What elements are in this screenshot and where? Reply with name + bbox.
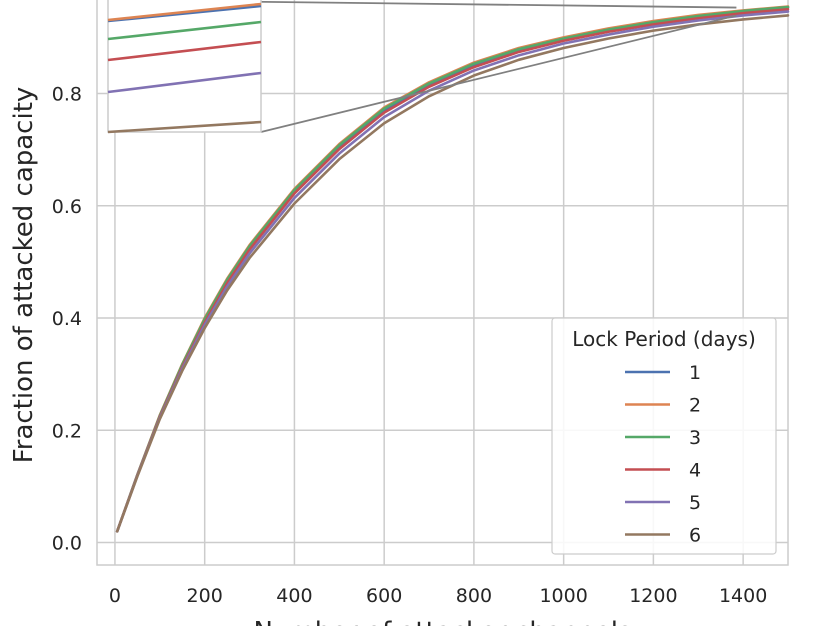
x-tick-label: 200	[187, 585, 223, 607]
y-tick-label: 0.0	[52, 533, 82, 555]
legend-label-6: 6	[689, 525, 701, 547]
series-layer	[115, 5, 790, 533]
y-tick-labels: 0.00.20.40.60.81.0	[52, 83, 82, 555]
inset-series-line-4	[107, 40, 262, 62]
legend-items: 1 2 3 4 5 6	[625, 362, 701, 547]
legend-label-3: 3	[689, 427, 701, 449]
zoom-inset	[107, 0, 262, 134]
x-tick-label: 1000	[539, 585, 587, 607]
legend-label-5: 5	[689, 492, 701, 514]
y-tick-label: 0.8	[52, 83, 82, 105]
x-tick-labels: 0 200 400 600 800 1000 1200 1400	[109, 585, 767, 607]
y-tick-label: 0.4	[52, 308, 82, 330]
plot-frame	[96, 0, 789, 566]
x-tick-label: 800	[456, 585, 492, 607]
x-tick-label: 1400	[719, 585, 767, 607]
inset-series-line-3	[107, 20, 262, 41]
legend-label-1: 1	[689, 362, 701, 384]
inset-series-line-2	[107, 2, 262, 22]
x-tick-label: 400	[276, 585, 312, 607]
x-tick-label: 1200	[629, 585, 677, 607]
legend-label-2: 2	[689, 395, 701, 417]
legend-label-4: 4	[689, 460, 701, 482]
inset-series-line-5	[107, 71, 262, 94]
legend: Lock Period (days) 1 2 3 4 5 6	[551, 317, 777, 555]
inset-series-line-6	[107, 120, 262, 134]
x-tick-label: 0	[109, 585, 121, 607]
y-axis-label: Fraction of attacked capacity	[9, 87, 39, 464]
x-tick-label: 600	[366, 585, 402, 607]
legend-title: Lock Period (days)	[572, 327, 756, 351]
zoom-connector-bottom	[260, 14, 737, 133]
x-axis-label: Number of attacker channels	[253, 617, 631, 626]
series-line-6	[115, 14, 790, 533]
y-tick-label: 0.6	[52, 196, 82, 218]
inset-box	[107, 0, 262, 133]
y-tick-label: 0.2	[52, 420, 82, 442]
